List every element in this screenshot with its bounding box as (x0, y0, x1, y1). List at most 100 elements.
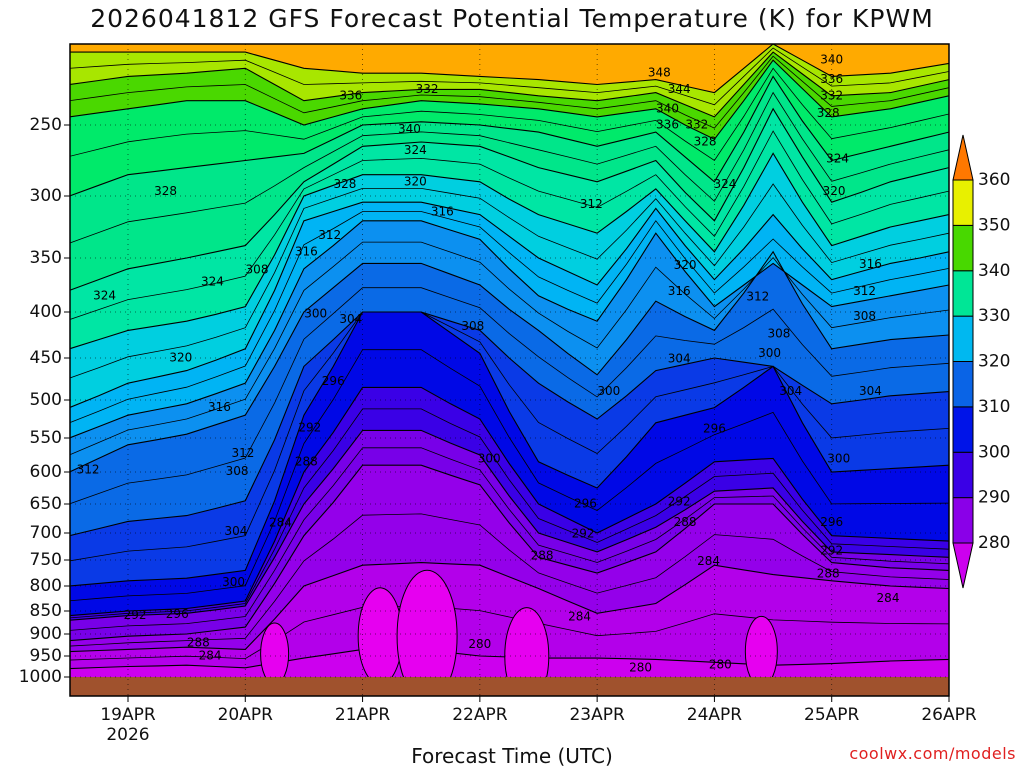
y-tick-label: 650 (30, 494, 62, 514)
isentrope-line (70, 241, 949, 456)
contour-label: 280 (629, 660, 652, 674)
contour-label: 288 (531, 549, 554, 563)
contour-label: 296 (574, 497, 597, 511)
contour-label: 308 (767, 327, 790, 341)
isentrope-line (70, 107, 949, 291)
contour-label: 288 (674, 515, 697, 529)
contour-label: 300 (304, 306, 327, 320)
isentrope-line (70, 152, 949, 350)
y-tick-label: 600 (30, 462, 62, 482)
contour-label: 300 (478, 452, 501, 466)
layer-fill (70, 52, 949, 140)
contour-label: 296 (820, 515, 843, 529)
isentrope-line (70, 47, 949, 106)
isentrope-line (70, 287, 949, 505)
x-tick-label: 26APR (921, 705, 977, 725)
contour-label: 320 (169, 351, 192, 365)
y-tick-label: 400 (30, 302, 62, 322)
contour-label: 296 (166, 607, 189, 621)
contour-label: 324 (201, 274, 224, 288)
layer-fill (70, 312, 949, 586)
cold-pool (357, 587, 403, 686)
contour-label: 304 (859, 384, 882, 398)
contour-label: 340 (656, 101, 679, 115)
layer-fill (70, 153, 949, 408)
colorbar-box (952, 361, 974, 408)
contour-label: 300 (827, 452, 850, 466)
isentrope-line (70, 67, 949, 162)
colorbar-label: 330 (978, 306, 1010, 326)
isentrope-line (70, 55, 949, 129)
contour-label: 340 (398, 122, 421, 136)
x-tick-label: 19APR (100, 705, 156, 725)
contour-label: 292 (668, 495, 691, 509)
cold-pool (396, 569, 458, 696)
colorbar-box (952, 497, 974, 544)
contour-label: 300 (222, 575, 245, 589)
colorbar-box (952, 270, 974, 317)
y-tick-label: 500 (30, 390, 62, 410)
contour-label: 288 (295, 454, 318, 468)
contour-label: 308 (461, 319, 484, 333)
contour-label: 312 (580, 197, 603, 211)
contour-label: 324 (714, 177, 737, 191)
layer-fill (70, 60, 949, 196)
y-tick-label: 550 (30, 428, 62, 448)
contour-label: 304 (668, 351, 691, 365)
layer-fill (70, 76, 949, 291)
contour-label: 308 (853, 309, 876, 323)
contour-label: 336 (656, 118, 679, 132)
contour-label: 312 (318, 228, 341, 242)
contour-label: 316 (295, 244, 318, 258)
contour-label: 288 (187, 635, 210, 649)
contour-label: 336 (339, 88, 362, 102)
contour-label: 320 (674, 258, 697, 272)
colorbar-bottom-arrow (952, 542, 974, 589)
y-tick-label: 950 (30, 646, 62, 666)
isentrope-line (70, 91, 949, 244)
colorbar-label: 300 (978, 442, 1010, 462)
colorbar-label: 350 (978, 215, 1010, 235)
contour-label: 324 (93, 288, 116, 302)
layer-fill (70, 562, 949, 669)
colorbar-box (952, 451, 974, 499)
y-tick-label: 250 (30, 115, 62, 135)
contour-label: 296 (322, 374, 345, 388)
layer-fill (70, 465, 949, 652)
isentrope-line (70, 75, 949, 197)
contour-label: 316 (668, 284, 691, 298)
contour-label: 312 (77, 462, 100, 476)
isentrope-line (70, 51, 949, 118)
y-tick-label: 700 (30, 523, 62, 543)
x-tick-label: 23APR (569, 705, 625, 725)
credit-link[interactable]: coolwx.com/models (849, 744, 1016, 763)
x-tick-label: 22APR (452, 705, 508, 725)
isentrope-line (70, 429, 949, 621)
y-tick-label: 850 (30, 601, 62, 621)
contour-label: 300 (758, 346, 781, 360)
contour-label: 328 (817, 106, 840, 120)
colorbar-label: 320 (978, 352, 1010, 372)
contour-label: 284 (697, 554, 720, 568)
colorbar-box (952, 406, 974, 453)
isentrope-line (70, 386, 949, 617)
x-tick-label: 20APR (218, 705, 274, 725)
contour-label: 300 (597, 384, 620, 398)
isentrope-line (70, 311, 949, 587)
isentrope-line (70, 220, 949, 439)
contour-label: 284 (199, 649, 222, 663)
contour-label: 304 (779, 384, 802, 398)
contour-label: 292 (124, 608, 147, 622)
chart-title: 2026041812 GFS Forecast Potential Temper… (90, 4, 934, 33)
colorbar-label: 280 (978, 533, 1010, 553)
layer-fill (70, 108, 949, 349)
contour-label: 308 (226, 464, 249, 478)
contour-label: 312 (746, 289, 769, 303)
ground-strip (70, 677, 949, 696)
isentrope-line (70, 562, 949, 653)
isentrope-line (70, 311, 949, 562)
contour-label: 284 (877, 591, 900, 605)
contour-label: 280 (709, 658, 732, 672)
isentrope-line (70, 349, 949, 602)
contour-label: 328 (694, 135, 717, 149)
